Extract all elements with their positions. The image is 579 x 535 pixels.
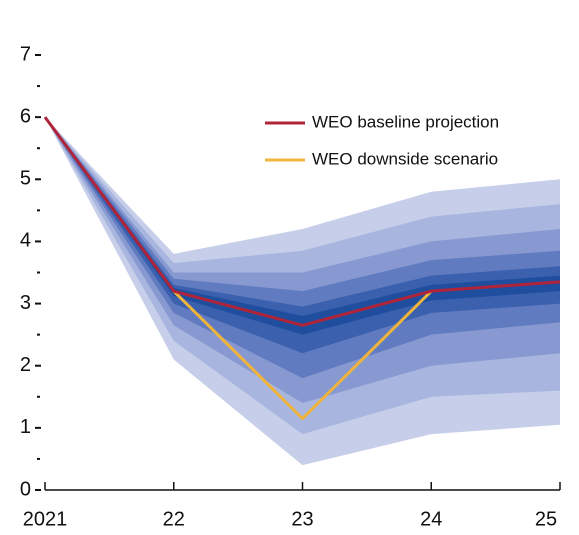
x-tick-label: 22 bbox=[163, 508, 185, 530]
y-tick-label: 2 bbox=[20, 354, 31, 376]
y-tick-label: 4 bbox=[20, 230, 31, 252]
y-tick-label: 6 bbox=[20, 105, 31, 127]
x-tick-label: 23 bbox=[291, 508, 313, 530]
series-line bbox=[43, 116, 561, 327]
series-line bbox=[172, 290, 433, 421]
y-tick-label: 3 bbox=[20, 292, 31, 314]
y-tick-label: 0 bbox=[20, 478, 31, 500]
y-tick-label: 7 bbox=[20, 43, 31, 65]
y-tick-label: 5 bbox=[20, 168, 31, 190]
x-tick-label: 2021 bbox=[23, 508, 68, 530]
legend-label: WEO downside scenario bbox=[312, 149, 498, 168]
x-tick-label: 25 bbox=[535, 508, 557, 530]
legend-label: WEO baseline projection bbox=[312, 112, 499, 131]
y-tick-label: 1 bbox=[20, 416, 31, 438]
x-tick-label: 24 bbox=[420, 508, 442, 530]
